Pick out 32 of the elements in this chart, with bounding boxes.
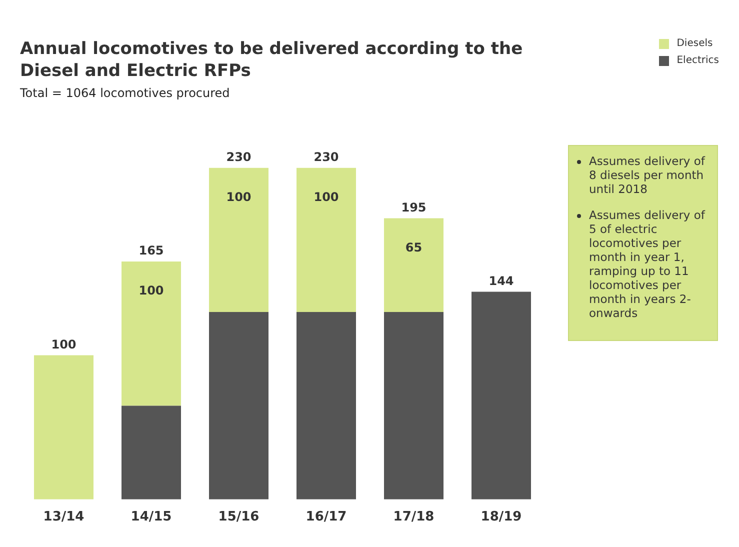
text: Assumes delivery of 5 of electric locomotives per month in year 1, ramping up to 11 locomotives per month in years 2-onwards xyxy=(588,208,706,320)
bar xyxy=(209,312,268,500)
bar xyxy=(384,218,444,312)
x-tick-label: 17/18 xyxy=(393,510,434,525)
total-label: 230 xyxy=(226,150,252,164)
total-label: 195 xyxy=(401,200,426,214)
data-label: 65 xyxy=(405,240,422,254)
bar xyxy=(384,312,444,500)
bar xyxy=(296,312,356,500)
x-tick-label: 16/17 xyxy=(306,510,347,525)
data-label: 100 xyxy=(314,190,339,204)
legend-label: Diesels xyxy=(676,38,713,49)
data-label: 100 xyxy=(138,284,164,298)
total-label: 100 xyxy=(51,337,76,352)
chart-subtitle: Total = 1064 locomotives procured xyxy=(20,86,230,100)
total-label: 165 xyxy=(138,244,164,258)
bar xyxy=(209,168,268,312)
chart-title: Annual locomotives to be delivered according to the Diesel and Electric RFPs xyxy=(20,38,524,82)
x-tick-label: 13/14 xyxy=(43,510,84,525)
legend-label: Electrics xyxy=(676,55,719,66)
text: Assumes delivery of 8 diesels per month until 2018 xyxy=(588,154,706,196)
x-tick-label: 15/16 xyxy=(218,510,260,525)
total-label: 230 xyxy=(314,150,339,164)
bar xyxy=(472,292,531,500)
x-tick-label: 14/15 xyxy=(130,510,172,525)
bar xyxy=(122,406,181,500)
data-label: 100 xyxy=(226,190,252,204)
bar xyxy=(122,262,181,406)
x-tick-label: 18/19 xyxy=(480,510,522,525)
total-label: 144 xyxy=(488,274,514,288)
bar xyxy=(296,168,356,312)
bar xyxy=(34,355,94,500)
